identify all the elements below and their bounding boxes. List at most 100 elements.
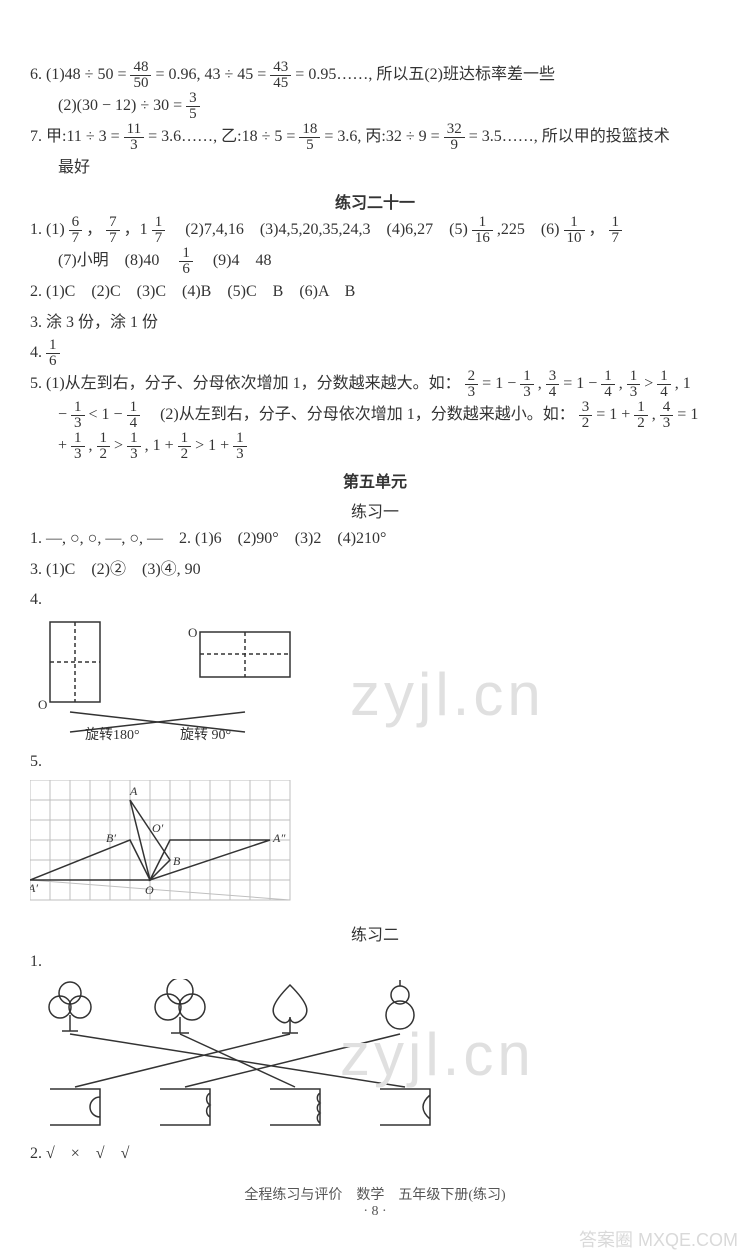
lbl-A: A bbox=[129, 784, 138, 798]
t: (9)4 48 bbox=[197, 253, 272, 270]
q6-2a: (2)(30 − 12) ÷ 30 = bbox=[58, 97, 186, 114]
diagram-q4: O O 旋转180° 旋转 90° bbox=[30, 617, 720, 747]
t: , 1 bbox=[675, 375, 691, 392]
footer-page: · 8 · bbox=[30, 1204, 720, 1220]
diagram-q5: // draw grid lines (13 cols, 6 rows of 2… bbox=[30, 780, 720, 915]
lbl-B: B bbox=[173, 854, 181, 868]
t: , bbox=[538, 375, 546, 392]
lbl-App: A″ bbox=[272, 831, 286, 845]
heading-ex21: 练习二十一 bbox=[30, 189, 720, 213]
t: ,225 (6) bbox=[497, 222, 560, 239]
label-O1: O bbox=[38, 697, 47, 712]
ex21-5b: − 13 < 1 − 14 (2)从左到右，分子、分母依次增加 1，分数越来越小… bbox=[30, 400, 720, 431]
frac-1-16: 116 bbox=[472, 215, 493, 246]
frac-1-7a: 17 bbox=[152, 215, 166, 246]
q6-1b: = 0.96, 43 ÷ 45 = bbox=[155, 66, 270, 83]
q7c: = 3.6, 丙:32 ÷ 9 = bbox=[324, 128, 443, 145]
diagram-ex2 bbox=[30, 979, 720, 1139]
t: , 1 + bbox=[145, 437, 178, 454]
ex21-1a: 1. (1) 67 ， 77 ，1 17 (2)7,4,16 (3)4,5,20… bbox=[30, 215, 720, 246]
frac-48-50: 4850 bbox=[130, 60, 151, 91]
lbl-O: O bbox=[145, 883, 154, 897]
t: ， bbox=[589, 222, 605, 239]
q6-line2: (2)(30 − 12) ÷ 30 = 35 bbox=[30, 91, 720, 122]
label-O2: O bbox=[188, 625, 197, 640]
t: ，1 bbox=[124, 222, 148, 239]
ex21-5c: + 13 , 12 > 13 , 1 + 12 > 1 + 13 bbox=[30, 431, 720, 462]
ex21-5a: 5. (1)从左到右，分子、分母依次增加 1，分数越来越大。如： 23 = 1 … bbox=[30, 369, 720, 400]
t: (7)小明 (8)40 bbox=[58, 253, 175, 270]
t: > bbox=[114, 437, 127, 454]
frac-3-5: 35 bbox=[186, 91, 200, 122]
q7b: = 3.6……, 乙:18 ÷ 5 = bbox=[148, 128, 299, 145]
t: − bbox=[58, 406, 71, 423]
frac-7-7: 77 bbox=[106, 215, 120, 246]
frac-1-10: 110 bbox=[564, 215, 585, 246]
t: (2)从左到右，分子、分母依次增加 1，分数越来越小。如： bbox=[144, 406, 575, 423]
t: > bbox=[644, 375, 657, 392]
frac-1-4c: 14 bbox=[127, 400, 141, 431]
frac-1-3c: 13 bbox=[71, 400, 85, 431]
ex21-3: 3. 涂 3 份，涂 1 份 bbox=[30, 308, 720, 338]
u5-l1: 1. —, ○, ○, —, ○, — 2. (1)6 (2)90° (3)2 … bbox=[30, 524, 720, 554]
frac-1-3d: 13 bbox=[71, 431, 85, 462]
lbl-Bp: B′ bbox=[106, 831, 116, 845]
frac-32-9: 329 bbox=[444, 122, 465, 153]
frac-3-4: 34 bbox=[546, 369, 560, 400]
ex21-4: 4. 16 bbox=[30, 338, 720, 369]
ex2-l2: 2. √ × √ √ bbox=[30, 1139, 720, 1169]
t: , bbox=[652, 406, 660, 423]
ex21-1b: (7)小明 (8)40 16 (9)4 48 bbox=[30, 246, 720, 277]
frac-1-2c: 12 bbox=[178, 431, 192, 462]
heading-ex1: 练习一 bbox=[30, 498, 720, 522]
frac-43-45: 4345 bbox=[270, 60, 291, 91]
frac-11-3: 113 bbox=[124, 122, 144, 153]
frac-6-7: 67 bbox=[69, 215, 83, 246]
frac-1-3e: 13 bbox=[127, 431, 141, 462]
heading-ex2: 练习二 bbox=[30, 921, 720, 945]
t: = 1 + bbox=[596, 406, 634, 423]
q6-1c: = 0.95……, 所以五(2)班达标率差一些 bbox=[295, 66, 555, 83]
u5-l4: 5. bbox=[30, 747, 720, 777]
frac-1-3b: 13 bbox=[627, 369, 641, 400]
u5-l3: 4. bbox=[30, 585, 720, 615]
t: = 1 bbox=[677, 406, 698, 423]
q7d: = 3.5……, 所以甲的投篮技术 bbox=[469, 128, 670, 145]
frac-2-3: 23 bbox=[465, 369, 479, 400]
frac-1-6b: 16 bbox=[46, 338, 60, 369]
cap-90: 旋转 90° bbox=[180, 727, 231, 742]
q7-line1: 7. 甲:11 ÷ 3 = 113 = 3.6……, 乙:18 ÷ 5 = 18… bbox=[30, 122, 720, 153]
t: , bbox=[619, 375, 627, 392]
cap-180: 旋转180° bbox=[85, 727, 140, 742]
frac-1-7b: 17 bbox=[609, 215, 623, 246]
frac-4-3: 43 bbox=[660, 400, 674, 431]
frac-18-5: 185 bbox=[299, 122, 320, 153]
q6-line1: 6. (1)48 ÷ 50 = 4850 = 0.96, 43 ÷ 45 = 4… bbox=[30, 60, 720, 91]
t: , bbox=[89, 437, 97, 454]
t: 1. (1) bbox=[30, 222, 65, 239]
t: ， bbox=[86, 222, 102, 239]
frac-1-4b: 14 bbox=[657, 369, 671, 400]
t: = 1 − bbox=[482, 375, 520, 392]
ex2-l1: 1. bbox=[30, 947, 720, 977]
corner-watermark: 答案圈 MXQE.COM bbox=[579, 1226, 738, 1252]
frac-1-6: 16 bbox=[179, 246, 193, 277]
frac-1-2a: 12 bbox=[634, 400, 648, 431]
u5-l2: 3. (1)C (2)② (3)④, 90 bbox=[30, 555, 720, 585]
t: < 1 − bbox=[89, 406, 127, 423]
lbl-Ap: A′ bbox=[30, 881, 38, 895]
q6-1a: 6. (1)48 ÷ 50 = bbox=[30, 66, 130, 83]
t: = 1 − bbox=[563, 375, 601, 392]
t: + bbox=[58, 437, 71, 454]
t: 5. (1)从左到右，分子、分母依次增加 1，分数越来越大。如： bbox=[30, 375, 461, 392]
frac-1-3a: 13 bbox=[520, 369, 534, 400]
frac-1-4a: 14 bbox=[601, 369, 615, 400]
heading-unit5: 第五单元 bbox=[30, 468, 720, 492]
t: (2)7,4,16 (3)4,5,20,35,24,3 (4)6,27 (5) bbox=[169, 222, 468, 239]
t: 4. bbox=[30, 344, 46, 361]
q7a: 7. 甲:11 ÷ 3 = bbox=[30, 128, 124, 145]
frac-1-2b: 12 bbox=[97, 431, 111, 462]
lbl-Op: O′ bbox=[152, 821, 164, 835]
ex21-2: 2. (1)C (2)C (3)C (4)B (5)C B (6)A B bbox=[30, 277, 720, 307]
t: > 1 + bbox=[195, 437, 233, 454]
